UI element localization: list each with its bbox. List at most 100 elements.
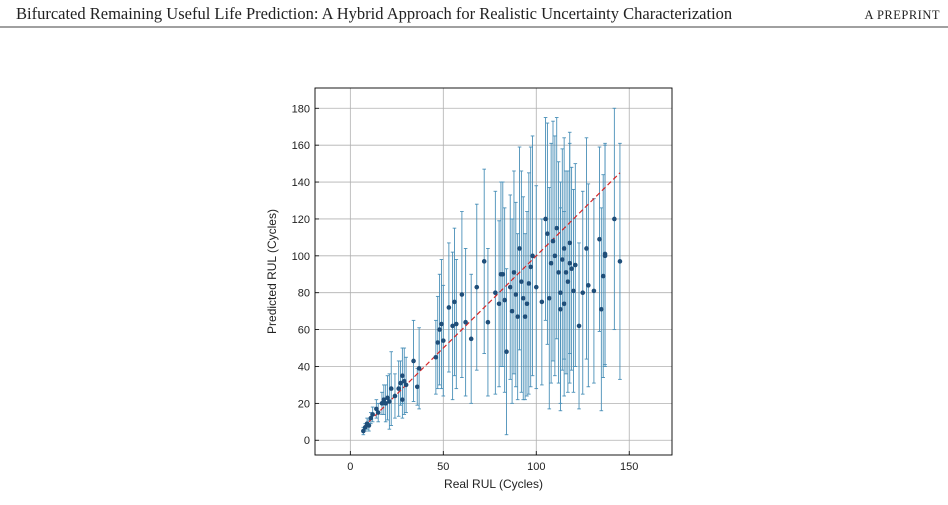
- point: [493, 290, 498, 296]
- point: [403, 382, 409, 388]
- x-tick-label: 0: [347, 461, 353, 473]
- y-tick-label: 100: [292, 251, 310, 263]
- point: [437, 327, 442, 332]
- point: [375, 410, 381, 415]
- point: [548, 260, 554, 266]
- point: [599, 307, 604, 312]
- point: [507, 284, 513, 290]
- point: [617, 259, 623, 264]
- point: [454, 321, 459, 327]
- header-title: Bifurcated Remaining Useful Life Predict…: [16, 4, 732, 23]
- point: [526, 281, 532, 286]
- point: [381, 397, 387, 402]
- point: [602, 253, 608, 259]
- reference-line: [362, 172, 621, 428]
- point: [524, 301, 530, 307]
- point: [567, 240, 573, 246]
- x-tick-label: 100: [527, 461, 545, 473]
- point: [546, 295, 552, 301]
- point: [414, 384, 420, 390]
- point: [543, 216, 548, 222]
- point: [468, 336, 474, 342]
- point: [439, 321, 444, 327]
- plot: 0 50 100 150 0 20 40 60 80 100 120 140 160 180 Real RU…: [265, 87, 673, 491]
- point: [580, 290, 586, 296]
- point: [517, 246, 522, 251]
- point: [515, 314, 520, 319]
- point: [586, 283, 591, 288]
- y-tick-label: 20: [298, 398, 310, 410]
- x-tick-label: 50: [437, 461, 449, 473]
- point: [481, 259, 487, 264]
- point: [559, 257, 565, 262]
- point: [398, 380, 403, 386]
- point: [612, 216, 617, 222]
- point: [433, 354, 439, 360]
- point: [362, 425, 368, 430]
- point: [370, 412, 375, 417]
- point: [374, 406, 379, 412]
- point: [556, 270, 561, 275]
- point: [565, 279, 571, 284]
- y-tick-label: 160: [292, 140, 310, 152]
- point: [511, 270, 517, 275]
- point: [396, 386, 401, 391]
- point: [567, 260, 573, 266]
- point: [576, 323, 582, 329]
- point: [545, 231, 550, 236]
- point: [504, 349, 509, 355]
- point: [530, 253, 535, 259]
- x-axis-label: Real RUL (Cycles): [444, 477, 543, 491]
- y-tick-label: 120: [292, 214, 310, 226]
- point: [435, 340, 441, 345]
- point: [440, 338, 446, 343]
- point: [416, 366, 422, 371]
- y-tick-label: 40: [298, 361, 310, 373]
- point: [561, 301, 567, 307]
- point: [411, 358, 416, 364]
- y-tick-label: 180: [292, 103, 310, 115]
- point: [387, 399, 392, 404]
- y-tick-label: 140: [292, 177, 310, 189]
- point: [366, 423, 372, 428]
- point: [400, 397, 405, 402]
- point: [513, 292, 519, 297]
- point: [474, 284, 480, 290]
- point: [552, 253, 558, 259]
- point: [452, 299, 457, 305]
- point: [522, 314, 528, 319]
- point: [368, 415, 374, 421]
- point: [509, 308, 515, 314]
- point: [361, 428, 366, 434]
- point: [533, 284, 539, 290]
- point: [600, 273, 606, 279]
- point: [591, 288, 597, 294]
- point: [463, 319, 468, 325]
- point: [520, 295, 526, 301]
- point: [485, 319, 491, 325]
- point: [561, 246, 567, 251]
- y-axis-label: Predicted RUL (Cycles): [265, 209, 279, 334]
- point: [496, 301, 502, 307]
- point: [558, 290, 563, 296]
- point: [392, 393, 398, 399]
- plot-frame: [314, 87, 673, 456]
- point: [554, 225, 560, 231]
- header-label: A PREPRINT: [864, 8, 940, 22]
- point: [379, 401, 385, 406]
- y-tick-label: 0: [304, 435, 310, 447]
- point: [385, 395, 390, 401]
- point: [597, 236, 602, 242]
- point: [573, 262, 578, 268]
- point: [563, 270, 569, 275]
- point: [459, 292, 465, 297]
- point: [401, 378, 407, 384]
- point: [388, 386, 394, 391]
- point: [383, 401, 388, 406]
- point: [502, 297, 507, 303]
- x-tick-label: 150: [620, 461, 638, 473]
- point: [519, 279, 524, 284]
- point: [450, 323, 455, 329]
- point: [571, 288, 576, 294]
